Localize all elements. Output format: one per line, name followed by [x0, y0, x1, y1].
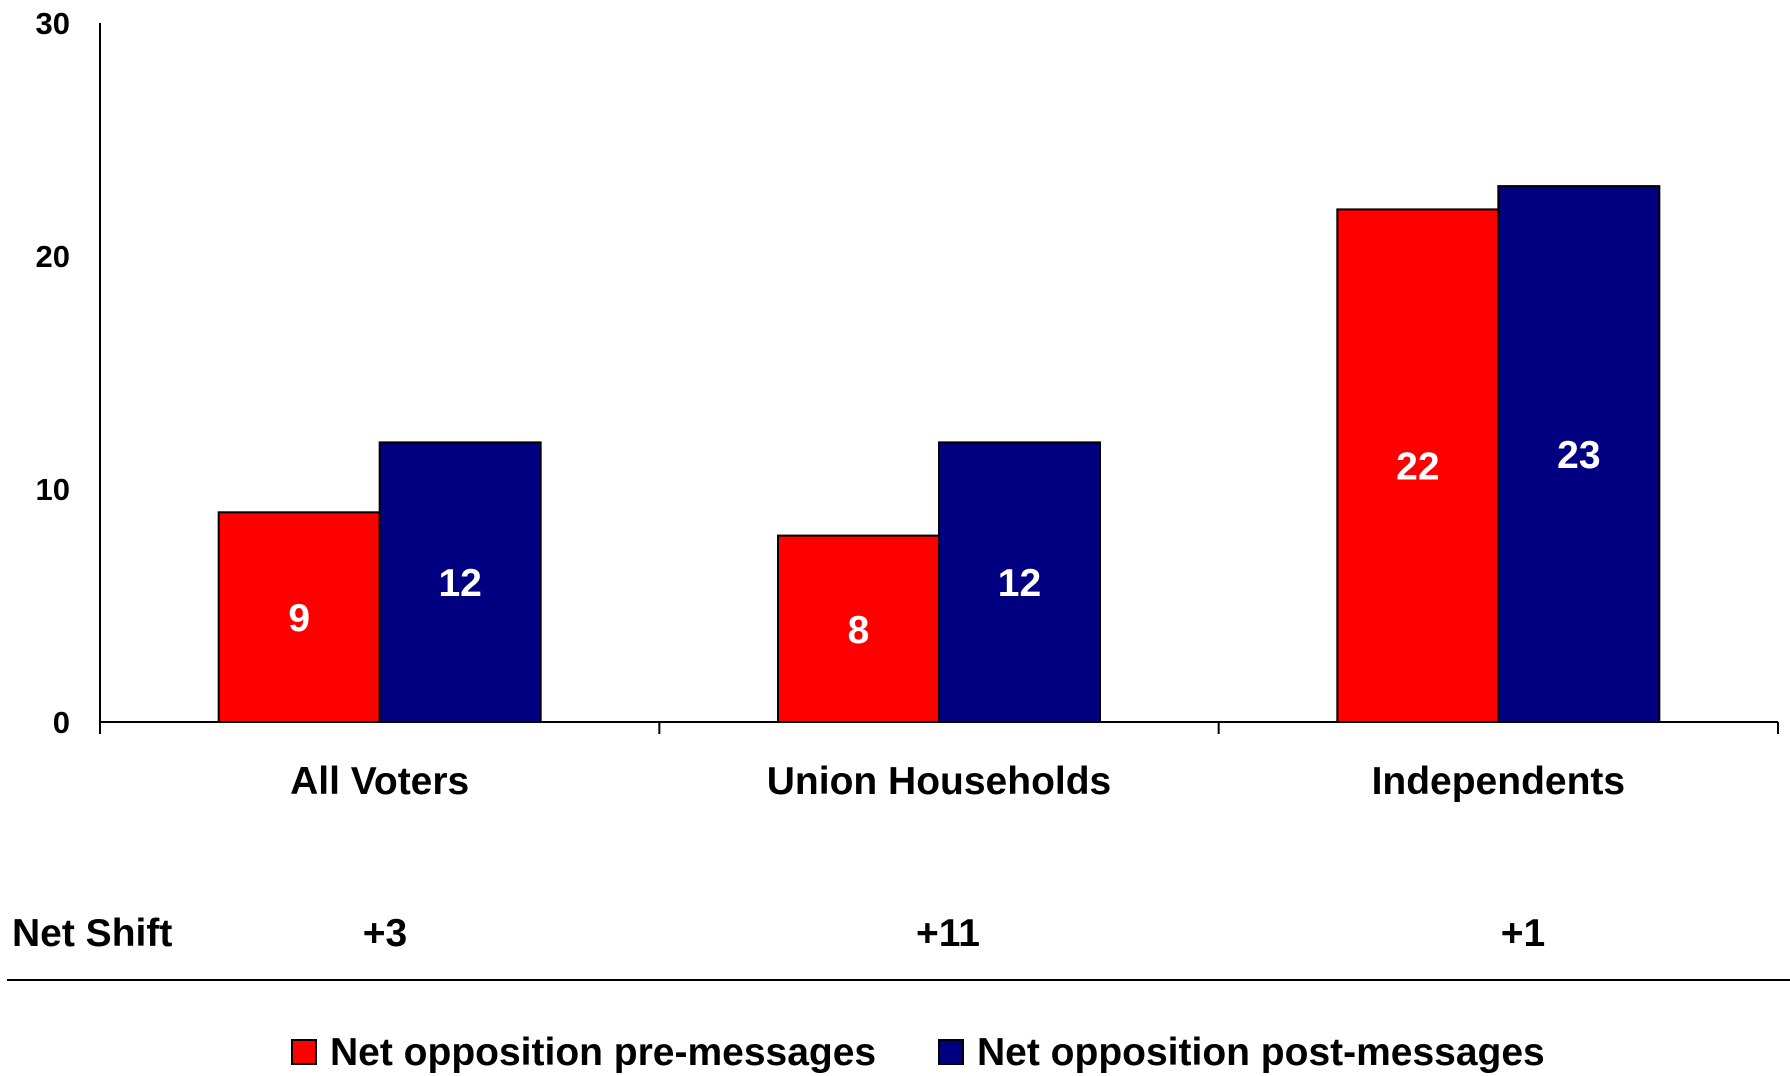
- net-shift-value: +11: [916, 912, 980, 955]
- y-tick-label: 30: [36, 6, 70, 41]
- legend: Net opposition pre-messages Net oppositio…: [291, 1031, 1545, 1074]
- data-label: 12: [998, 562, 1041, 605]
- legend-swatch-pre: [291, 1039, 317, 1065]
- data-label: 9: [288, 597, 310, 640]
- x-axis: All Voters Union Households Independents: [99, 721, 1779, 803]
- data-label: 12: [438, 562, 481, 605]
- net-shift-row: Net Shift +3 +11 +1: [7, 912, 1790, 981]
- legend-swatch-post: [938, 1039, 964, 1065]
- data-label: 23: [1557, 434, 1600, 477]
- y-axis: 0 10 20 30: [36, 6, 101, 740]
- y-tick-label: 0: [53, 705, 70, 740]
- data-label: 22: [1396, 446, 1439, 489]
- net-shift-label: Net Shift: [12, 912, 172, 955]
- data-label: 8: [848, 609, 870, 652]
- legend-label: Net opposition pre-messages: [330, 1031, 876, 1074]
- bar-post: [1497, 185, 1661, 724]
- x-category-label: All Voters: [290, 760, 469, 803]
- bar-post: [378, 441, 542, 723]
- bars: 9 12 8 12 22 23: [217, 185, 1661, 724]
- y-tick-label: 20: [36, 239, 70, 274]
- x-category-label: Independents: [1372, 760, 1626, 803]
- y-tick-label: 10: [36, 472, 70, 507]
- net-shift-value: +1: [1501, 912, 1545, 955]
- net-shift-value: +3: [363, 912, 407, 955]
- bar-post: [938, 441, 1101, 723]
- x-category-label: Union Households: [767, 760, 1112, 803]
- legend-label: Net opposition post-messages: [977, 1031, 1545, 1074]
